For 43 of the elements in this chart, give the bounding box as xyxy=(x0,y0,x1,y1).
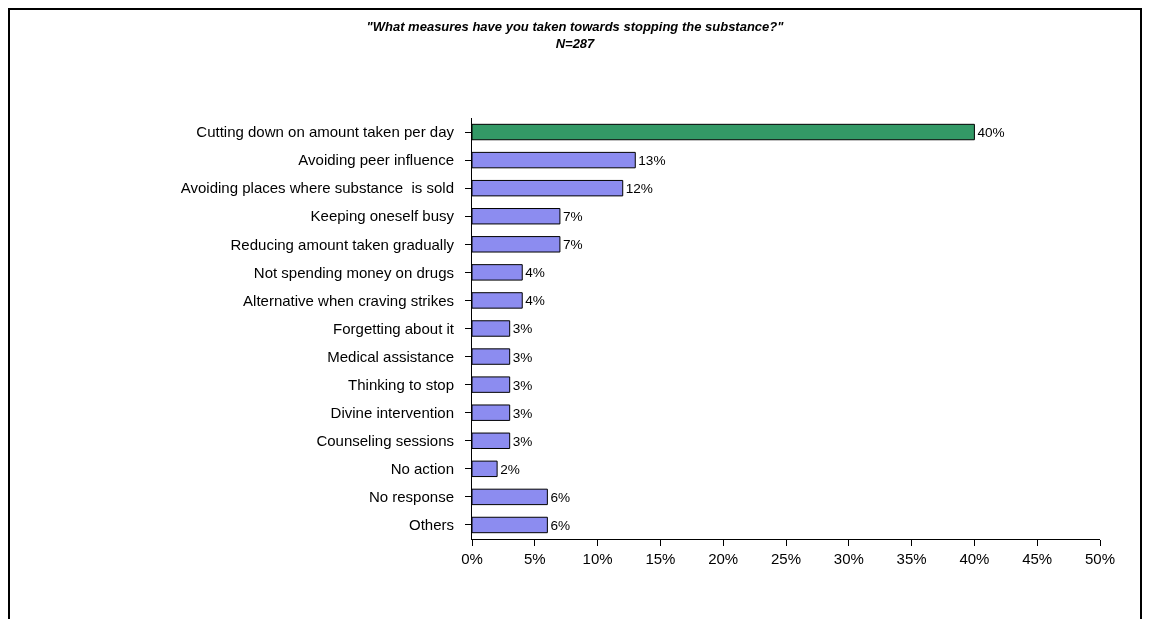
data-label: 4% xyxy=(525,293,545,309)
x-tick-label: 25% xyxy=(770,550,802,567)
y-tick-label: Alternative when craving strikes xyxy=(243,291,454,309)
y-tick-label: Not spending money on drugs xyxy=(253,263,454,281)
y-tick-label: Divine intervention xyxy=(330,403,454,421)
x-tick-label: 15% xyxy=(645,550,676,567)
data-label: 3% xyxy=(512,377,533,393)
x-tick-label: 50% xyxy=(1084,550,1116,567)
y-tick-label: Counseling sessions xyxy=(316,432,454,450)
chart-title: "What measures have you taken towards stopping the substance?" xyxy=(366,19,785,35)
x-tick-label: 45% xyxy=(1022,550,1053,567)
data-label: 12% xyxy=(625,181,653,197)
data-label: 2% xyxy=(500,461,520,477)
y-tick-label: Keeping oneself busy xyxy=(310,207,455,225)
data-label: 7% xyxy=(562,237,583,253)
y-tick-label: Avoiding peer influence xyxy=(298,151,454,169)
data-label: 3% xyxy=(512,405,533,421)
x-tick-label: 30% xyxy=(833,550,864,567)
data-label: 4% xyxy=(525,265,545,281)
x-tick-label: 40% xyxy=(959,550,990,567)
data-label: 6% xyxy=(550,517,571,533)
data-label: 3% xyxy=(512,321,533,337)
y-tick-label: Reducing amount taken gradually xyxy=(230,235,455,253)
data-label: 7% xyxy=(562,209,583,225)
y-tick-label: Others xyxy=(408,516,454,534)
chart-subtitle: N=287 xyxy=(555,36,596,52)
x-tick-label: 20% xyxy=(708,550,739,567)
y-tick-label: Thinking to stop xyxy=(348,375,454,393)
x-tick-label: 35% xyxy=(896,550,927,567)
data-label: 40% xyxy=(977,125,1005,141)
y-tick-label: Medical assistance xyxy=(327,347,454,365)
x-tick-label: 0% xyxy=(461,550,483,567)
x-tick-label: 5% xyxy=(523,550,546,567)
y-tick-label: No action xyxy=(390,460,454,478)
x-tick-label: 10% xyxy=(582,550,613,567)
y-tick-label: No response xyxy=(368,488,454,506)
y-tick-label: Cutting down on amount taken per day xyxy=(196,123,455,141)
data-label: 3% xyxy=(512,349,533,365)
y-tick-label: Avoiding places where substance is sold xyxy=(180,179,454,197)
y-tick-label: Forgetting about it xyxy=(333,319,455,337)
data-label: 6% xyxy=(550,489,571,505)
data-label: 13% xyxy=(638,153,666,169)
data-label: 3% xyxy=(512,433,533,449)
